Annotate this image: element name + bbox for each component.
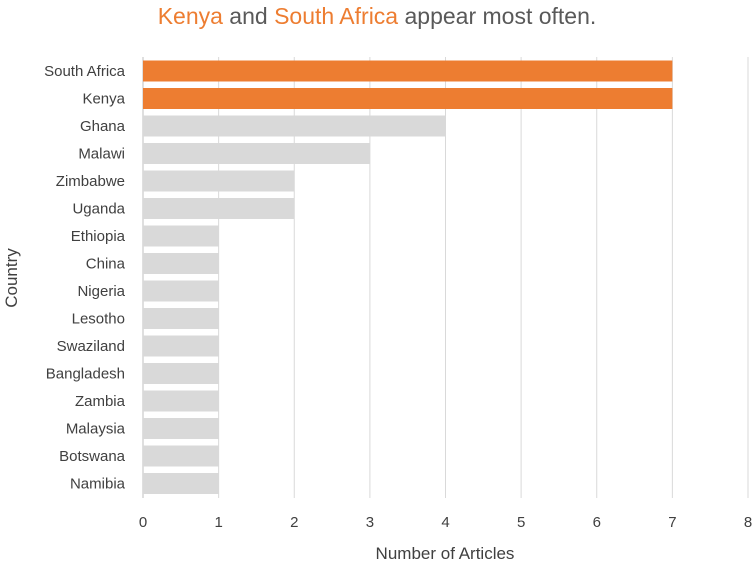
bars <box>143 60 673 494</box>
x-tick-label: 3 <box>366 514 374 531</box>
x-axis-title: Number of Articles <box>376 544 515 563</box>
bar-swaziland <box>143 335 219 357</box>
x-tick-label: 1 <box>214 514 222 531</box>
category-label: Kenya <box>82 91 125 108</box>
x-tick-label: 2 <box>290 514 298 531</box>
bar-zambia <box>143 390 219 412</box>
x-tick-label: 4 <box>441 514 449 531</box>
bar-malawi <box>143 143 370 164</box>
y-axis-title: Country <box>2 248 21 308</box>
bar-uganda <box>143 198 295 219</box>
category-label: Botswana <box>59 448 126 465</box>
bar-ghana <box>143 115 446 137</box>
x-tick-label: 5 <box>517 514 525 531</box>
title-text-part: and <box>223 3 274 29</box>
category-label: Lesotho <box>72 311 125 328</box>
category-label: Swaziland <box>57 338 125 355</box>
bar-malaysia <box>143 418 219 439</box>
bar-china <box>143 253 219 274</box>
category-label: Ghana <box>80 118 126 135</box>
title-text-part: appear most often. <box>398 3 596 29</box>
category-label: Malaysia <box>66 421 126 438</box>
bar-lesotho <box>143 308 219 329</box>
category-label: Bangladesh <box>46 366 125 383</box>
bar-bangladesh <box>143 363 219 384</box>
category-label: Zimbabwe <box>56 173 125 190</box>
bar-namibia <box>143 473 219 494</box>
chart-title: Kenya and South Africa appear most often… <box>158 3 597 29</box>
category-label: Malawi <box>78 146 125 163</box>
x-tick-label: 6 <box>593 514 601 531</box>
category-labels: South Africa Kenya Ghana Malawi Zimbabwe Ugan… <box>44 63 126 493</box>
category-label: South Africa <box>44 63 126 80</box>
category-label: Uganda <box>72 201 125 218</box>
title-highlight: Kenya <box>158 3 223 29</box>
title-highlight: South Africa <box>274 3 398 29</box>
category-label: China <box>86 256 126 273</box>
category-label: Ethiopia <box>71 228 126 245</box>
bar-ethiopia <box>143 225 219 247</box>
category-label: Namibia <box>70 476 126 493</box>
bar-zimbabwe <box>143 170 295 192</box>
x-tick-label: 0 <box>139 514 147 531</box>
bar-kenya <box>143 88 673 109</box>
bar-nigeria <box>143 280 219 302</box>
bar-botswana <box>143 445 219 467</box>
bar-south-africa <box>143 60 673 82</box>
x-tick-label: 7 <box>668 514 676 531</box>
category-label: Nigeria <box>77 283 125 300</box>
category-label: Zambia <box>75 393 126 410</box>
x-axis-ticks: 0 1 2 3 4 5 6 7 8 <box>139 514 752 531</box>
x-tick-label: 8 <box>744 514 752 531</box>
